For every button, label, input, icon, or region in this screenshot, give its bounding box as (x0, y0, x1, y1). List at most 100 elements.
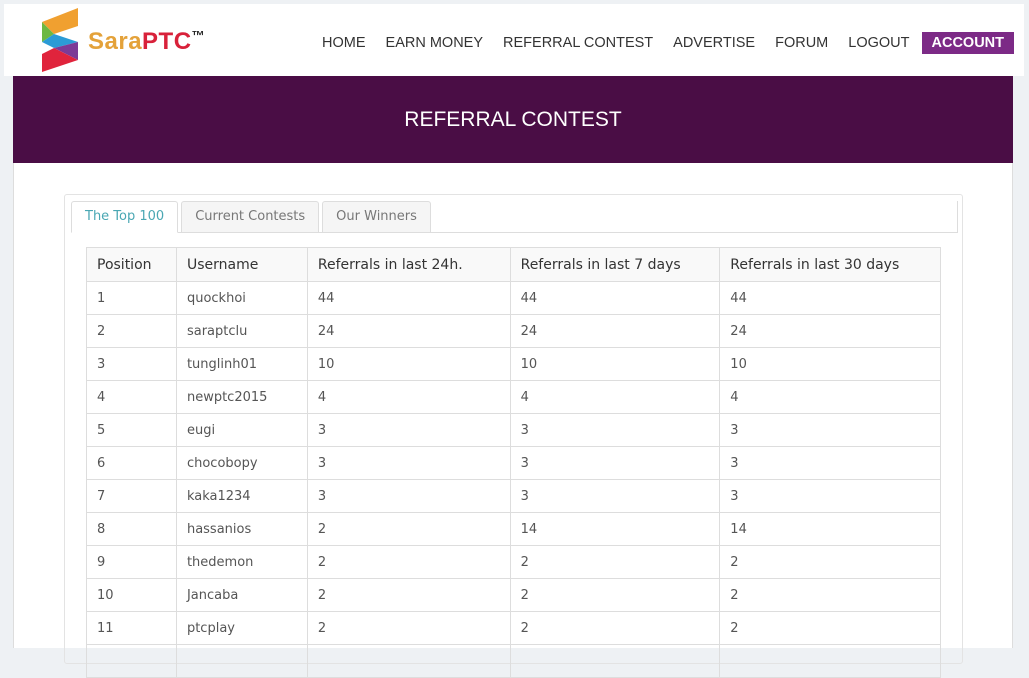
table-row: 2 saraptclu 24 24 24 (86, 314, 941, 348)
column-header: Referrals in last 7 days (509, 247, 721, 282)
table-cell: 2 (719, 578, 941, 612)
table-cell: 6 (86, 446, 177, 480)
table-cell: 4 (719, 380, 941, 414)
table-cell: 24 (719, 314, 941, 348)
table-cell: 24 (306, 314, 511, 348)
table-row: 4 newptc2015 4 4 4 (86, 380, 941, 414)
page-title: REFERRAL CONTEST (13, 76, 1013, 163)
table-cell: 44 (719, 281, 941, 315)
logo-mark-icon (42, 8, 78, 72)
table-row: 10 Jancaba 2 2 2 (86, 578, 941, 612)
table-cell: 8 (86, 512, 177, 546)
tab-top-100[interactable]: The Top 100 (71, 201, 179, 233)
table-row: 9 thedemon 2 2 2 (86, 545, 941, 579)
table-cell: quockhoi (175, 281, 308, 315)
table-cell: 3 (719, 479, 941, 513)
table-cell: hassanios (175, 512, 308, 546)
nav-logout[interactable]: LOGOUT (848, 35, 910, 51)
table-cell: 14 (509, 512, 721, 546)
table-cell: 10 (86, 578, 177, 612)
table-cell (175, 644, 308, 678)
table-cell: eugi (175, 413, 308, 447)
table-cell: 3 (509, 446, 721, 480)
nav-home[interactable]: HOME (322, 35, 366, 51)
table-row: 11 ptcplay 2 2 2 (86, 611, 941, 645)
tab-container: The Top 100 Current Contests Our Winners… (64, 194, 963, 678)
table-cell: 4 (509, 380, 721, 414)
table-cell: tunglinh01 (175, 347, 308, 381)
tab-current-contests[interactable]: Current Contests (181, 201, 320, 233)
table-cell: ptcplay (175, 611, 308, 645)
table-cell: 4 (86, 380, 177, 414)
table-cell: 2 (306, 512, 511, 546)
nav-advertise[interactable]: ADVERTISE (673, 35, 756, 51)
table-cell: 3 (306, 446, 511, 480)
brand-part1: Sara (88, 28, 143, 55)
saraptc-logo[interactable]: SaraPTC™ (42, 6, 232, 74)
table-header-row: Position Username Referrals in last 24h. Re… (86, 247, 941, 282)
table-cell: saraptclu (175, 314, 308, 348)
table-cell: 7 (86, 479, 177, 513)
table-cell: thedemon (175, 545, 308, 579)
table-row: 3 tunglinh01 10 10 10 (86, 347, 941, 381)
table-cell: 3 (306, 413, 511, 447)
content-panel: The Top 100 Current Contests Our Winners… (13, 163, 1013, 678)
table-cell: 3 (86, 347, 177, 381)
table-cell: 1 (86, 281, 177, 315)
table-cell: 10 (719, 347, 941, 381)
table-row (86, 644, 941, 678)
table-row: 5 eugi 3 3 3 (86, 413, 941, 447)
column-header: Position (86, 247, 177, 282)
table-cell (719, 644, 941, 678)
main-nav: HOME EARN MONEY REFERRAL CONTEST ADVERTI… (312, 32, 1014, 54)
nav-referral-contest[interactable]: REFERRAL CONTEST (503, 35, 654, 51)
table-cell: 3 (719, 413, 941, 447)
table-cell: 10 (306, 347, 511, 381)
table-cell: 2 (306, 578, 511, 612)
nav-forum[interactable]: FORUM (775, 35, 829, 51)
table-cell: 2 (509, 611, 721, 645)
table-cell: Jancaba (175, 578, 308, 612)
table-cell: kaka1234 (175, 479, 308, 513)
table-cell: 2 (509, 578, 721, 612)
table-cell: 2 (719, 611, 941, 645)
table-cell: 3 (509, 479, 721, 513)
table-cell (306, 644, 511, 678)
column-header: Username (175, 247, 308, 282)
table-cell: 4 (306, 380, 511, 414)
site-header: SaraPTC™ HOME EARN MONEY REFERRAL CONTES… (4, 4, 1024, 76)
table-row: 1 quockhoi 44 44 44 (86, 281, 941, 315)
table-cell: 2 (86, 314, 177, 348)
table-cell: 5 (86, 413, 177, 447)
table-cell: newptc2015 (175, 380, 308, 414)
table-cell (509, 644, 721, 678)
table-cell: 9 (86, 545, 177, 579)
brand-part2: PTC (142, 28, 192, 55)
column-header: Referrals in last 30 days (719, 247, 941, 282)
table-cell: 44 (509, 281, 721, 315)
nav-earn-money[interactable]: EARN MONEY (385, 35, 484, 51)
table-cell: 2 (719, 545, 941, 579)
table-cell: 2 (306, 611, 511, 645)
tab-our-winners[interactable]: Our Winners (322, 201, 431, 233)
table-cell: 44 (306, 281, 511, 315)
table-cell: 3 (719, 446, 941, 480)
brand-tm: ™ (191, 28, 206, 43)
column-header: Referrals in last 24h. (306, 247, 511, 282)
table-cell: 2 (509, 545, 721, 579)
table-cell: chocobopy (175, 446, 308, 480)
table-cell: 3 (306, 479, 511, 513)
table-cell: 14 (719, 512, 941, 546)
table-row: 7 kaka1234 3 3 3 (86, 479, 941, 513)
leaderboard-table: Position Username Referrals in last 24h. Re… (86, 247, 941, 678)
table-row: 8 hassanios 2 14 14 (86, 512, 941, 546)
tab-bar: The Top 100 Current Contests Our Winners (71, 201, 958, 233)
table-cell: 3 (509, 413, 721, 447)
table-cell: 10 (509, 347, 721, 381)
table-cell (86, 644, 177, 678)
table-cell: 2 (306, 545, 511, 579)
table-row: 6 chocobopy 3 3 3 (86, 446, 941, 480)
table-cell: 11 (86, 611, 177, 645)
nav-account[interactable]: ACCOUNT (921, 32, 1014, 54)
table-cell: 24 (509, 314, 721, 348)
